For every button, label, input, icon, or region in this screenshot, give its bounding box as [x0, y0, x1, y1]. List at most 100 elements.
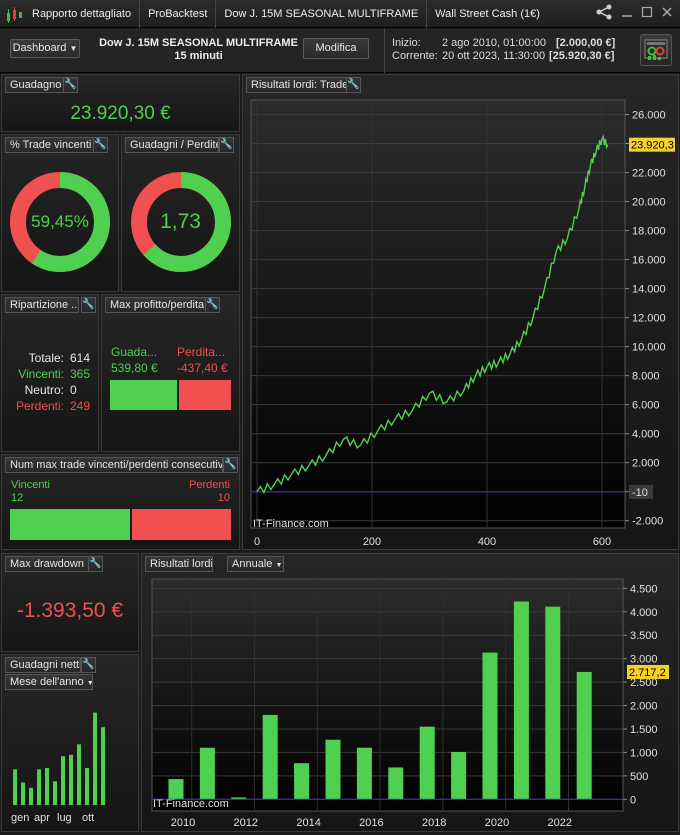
risultati-annuali-panel: Risultati lordi Annuale ▼ 0 500 1.000 1.500… — [141, 553, 679, 832]
max-drawdown-panel: Max drawdown 🔧 -1.393,50 € — [1, 553, 139, 652]
ripartizione-title: Ripartizione ... — [5, 297, 79, 313]
consecutivi-wrench-icon[interactable]: 🔧 — [223, 457, 238, 473]
max-loss-bar — [178, 380, 231, 410]
guadagni-perdite-wrench-icon[interactable]: 🔧 — [219, 137, 234, 153]
ripartizione-row-label: Vincenti: — [18, 367, 64, 381]
y-tick-label: 18.000 — [632, 226, 666, 238]
chevron-down-icon: ▼ — [86, 680, 93, 687]
y-tick-label: 2.000 — [630, 701, 658, 713]
corrente-date: 20 ott 2023, 11:30:00 — [442, 50, 546, 62]
month-label: gen — [11, 812, 29, 824]
max-drawdown-wrench-icon[interactable]: 🔧 — [88, 556, 103, 572]
guadagni-netti-wrench-icon[interactable]: 🔧 — [81, 657, 96, 673]
baseline-marker: -10 — [629, 484, 653, 499]
guadagni-perdite-value: 1,73 — [160, 210, 201, 233]
year-bar — [482, 652, 498, 800]
guadagni-perdite-title: Guadagni / Perdite — [125, 137, 219, 153]
current-value-badge — [629, 137, 675, 152]
mese-anno-dropdown[interactable]: Mese dell'anno ▼ — [5, 674, 93, 690]
year-bar — [576, 671, 592, 800]
app-icon — [4, 4, 24, 24]
ripartizione-row-value: 0 — [70, 383, 77, 397]
y-tick-label: -2.000 — [632, 516, 663, 528]
y-tick-label: 4.500 — [630, 583, 658, 595]
year-bar — [451, 751, 467, 800]
maximize-icon[interactable] — [640, 4, 654, 20]
dashboard-dropdown[interactable]: Dashboard ▼ — [10, 39, 80, 58]
max-profitto-panel: Max profitto/perdita 🔧 Guada... Perdita.… — [101, 294, 240, 452]
monthly-net-chart: gen apr lug ott — [11, 712, 105, 824]
equity-curve-chart[interactable]: -2.000 0 2.000 4.000 6.000 8.000 10.000 12.000 1… — [243, 75, 678, 545]
close-icon[interactable] — [660, 4, 674, 20]
donut-win-arc — [10, 172, 110, 272]
y-tick-label: 26.000 — [632, 110, 666, 122]
chevron-down-icon: ▼ — [275, 562, 283, 569]
x-axis: 0 200 400 600 — [254, 536, 611, 545]
strategy-timeframe: 15 minuti — [174, 50, 223, 62]
y-tick-label: 2.000 — [632, 458, 660, 470]
month-label: lug — [57, 812, 72, 824]
guadagno-value: 23.920,30 € — [70, 103, 171, 124]
minimize-icon[interactable] — [620, 4, 634, 20]
mese-anno-label: Mese dell'anno — [10, 676, 84, 688]
trade-vincenti-panel: % Trade vincenti 🔧 59,45% — [1, 134, 119, 292]
x-tick-label: 2016 — [359, 817, 383, 829]
month-bar — [21, 782, 25, 805]
trade-vincenti-title: % Trade vincenti — [5, 137, 95, 153]
trade-vincenti-wrench-icon[interactable]: 🔧 — [93, 137, 108, 153]
month-bar — [93, 712, 97, 805]
x-tick-label: 2018 — [422, 817, 446, 829]
tab-rapporto-dettagliato[interactable]: Rapporto dettagliato — [24, 0, 141, 28]
plot-area — [151, 578, 624, 812]
modifica-button[interactable]: Modifica — [303, 38, 369, 59]
ripartizione-row-value: 249 — [70, 399, 91, 413]
consecutivi-title: Num max trade vincenti/perdenti consecut… — [5, 457, 223, 473]
y-tick-label: 4.000 — [632, 429, 660, 441]
year-bar — [325, 739, 341, 800]
y-tick-label: 2.500 — [630, 677, 658, 689]
title-bar: Rapporto dettagliato ProBacktest Dow J. … — [0, 0, 680, 28]
ripartizione-row-perdenti: Perdenti: 249 — [2, 398, 98, 414]
max-loss-value: -437,40 € — [177, 361, 228, 375]
ripartizione-row-totale: Totale: 614 — [2, 350, 98, 366]
ripartizione-row-value: 614 — [70, 351, 91, 365]
trade-vincenti-value: 59,45% — [31, 212, 89, 231]
consecutivi-win-label: Vincenti — [11, 479, 50, 491]
annual-results-chart[interactable]: 0 500 1.000 1.500 2.000 2.500 3.000 3.500 4.000 4… — [142, 554, 678, 831]
x-tick-label: 2014 — [296, 817, 320, 829]
tab-strategy-name[interactable]: Dow J. 15M SEASONAL MULTIFRAME — [216, 0, 428, 28]
risultati-trade-wrench-icon[interactable]: 🔧 — [346, 77, 361, 93]
report-settings-button[interactable] — [640, 34, 672, 66]
month-label: ott — [82, 812, 94, 824]
guadagno-wrench-icon[interactable]: 🔧 — [63, 77, 78, 93]
current-value-label: 2.717,2 — [629, 667, 666, 679]
monthly-bars — [13, 712, 105, 805]
risultati-trade-title: Risultati lordi: Trade — [246, 77, 347, 93]
strategy-title: Dow J. 15M SEASONAL MULTIFRAME 15 minuti — [96, 37, 301, 63]
year-bar — [231, 797, 247, 800]
y-tick-label: 6.000 — [632, 400, 660, 412]
strategy-name: Dow J. 15M SEASONAL MULTIFRAME — [99, 37, 298, 49]
tab-instrument[interactable]: Wall Street Cash (1€) — [435, 7, 540, 20]
corrente-capital: [25.920,30 €] — [549, 50, 615, 62]
consecutivi-bar — [10, 509, 231, 540]
month-bar — [101, 727, 105, 805]
tab-probacktest[interactable]: ProBacktest — [140, 0, 217, 28]
annuale-label: Annuale — [232, 558, 273, 570]
max-profitto-wrench-icon[interactable]: 🔧 — [205, 297, 220, 313]
inizio-capital: [2.000,00 €] — [556, 37, 616, 49]
ripartizione-wrench-icon[interactable]: 🔧 — [81, 297, 96, 313]
corrente-label: Corrente: — [392, 50, 438, 62]
share-icon[interactable] — [594, 4, 614, 20]
month-label: apr — [34, 812, 50, 824]
year-bar — [199, 747, 215, 800]
year-bar — [294, 763, 310, 800]
y-tick-label: 3.000 — [630, 654, 658, 666]
annuale-dropdown[interactable]: Annuale ▼ — [227, 556, 284, 572]
ripartizione-row-label: Perdenti: — [15, 399, 64, 413]
header-divider — [384, 29, 385, 73]
x-tick-label: 200 — [363, 536, 381, 545]
x-tick-label: 2020 — [485, 817, 509, 829]
year-bar — [356, 747, 372, 800]
risultati-trade-panel: Risultati lordi: Trade 🔧 -2.000 0 2.000 4.0… — [242, 74, 679, 550]
